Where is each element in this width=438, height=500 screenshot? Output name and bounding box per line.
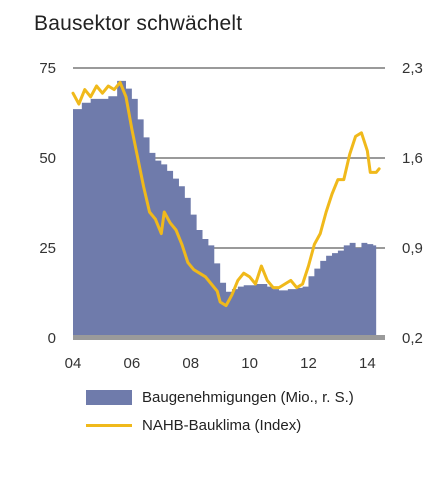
left-tick-label: 75 bbox=[39, 60, 56, 77]
line-series-nahb bbox=[71, 80, 381, 308]
area-series-baugenehmigungen bbox=[73, 80, 377, 338]
line-series-layer bbox=[71, 80, 381, 308]
x-axis-ticks: 04 06 08 10 12 14 bbox=[65, 355, 376, 372]
legend-swatch-area bbox=[86, 389, 132, 405]
right-tick-label: 1,6 bbox=[402, 150, 423, 167]
right-axis-ticks: 2,3 1,6 0,9 0,2 bbox=[402, 60, 423, 347]
area-series-layer bbox=[73, 80, 377, 338]
right-tick-label: 0,9 bbox=[402, 240, 423, 257]
left-tick-label: 0 bbox=[48, 330, 56, 347]
left-axis-ticks: 75 50 25 0 bbox=[39, 60, 56, 347]
right-tick-label: 0,2 bbox=[402, 330, 423, 347]
legend-item-nahb: NAHB-Bauklima (Index) bbox=[86, 413, 354, 437]
legend-label-baugenehmigungen: Baugenehmigungen (Mio., r. S.) bbox=[142, 388, 354, 406]
x-tick-label: 06 bbox=[124, 355, 141, 372]
x-tick-label: 04 bbox=[65, 355, 82, 372]
left-tick-label: 25 bbox=[39, 240, 56, 257]
x-tick-label: 08 bbox=[182, 355, 199, 372]
x-axis-baseline bbox=[73, 335, 385, 340]
x-tick-label: 10 bbox=[241, 355, 258, 372]
left-tick-label: 50 bbox=[39, 150, 56, 167]
x-tick-label: 12 bbox=[300, 355, 317, 372]
right-tick-label: 2,3 bbox=[402, 60, 423, 77]
chart-plot: 75 50 25 0 2,3 1,6 0,9 0,2 04 06 08 10 12 14 bbox=[39, 60, 423, 372]
legend-label-nahb: NAHB-Bauklima (Index) bbox=[142, 416, 302, 434]
x-tick-label: 14 bbox=[359, 355, 376, 372]
legend-item-baugenehmigungen: Baugenehmigungen (Mio., r. S.) bbox=[86, 385, 354, 409]
chart-title: Bausektor schwächelt bbox=[34, 12, 243, 35]
legend-swatch-line bbox=[86, 423, 132, 427]
legend: Baugenehmigungen (Mio., r. S.) NAHB-Bauk… bbox=[86, 385, 354, 441]
